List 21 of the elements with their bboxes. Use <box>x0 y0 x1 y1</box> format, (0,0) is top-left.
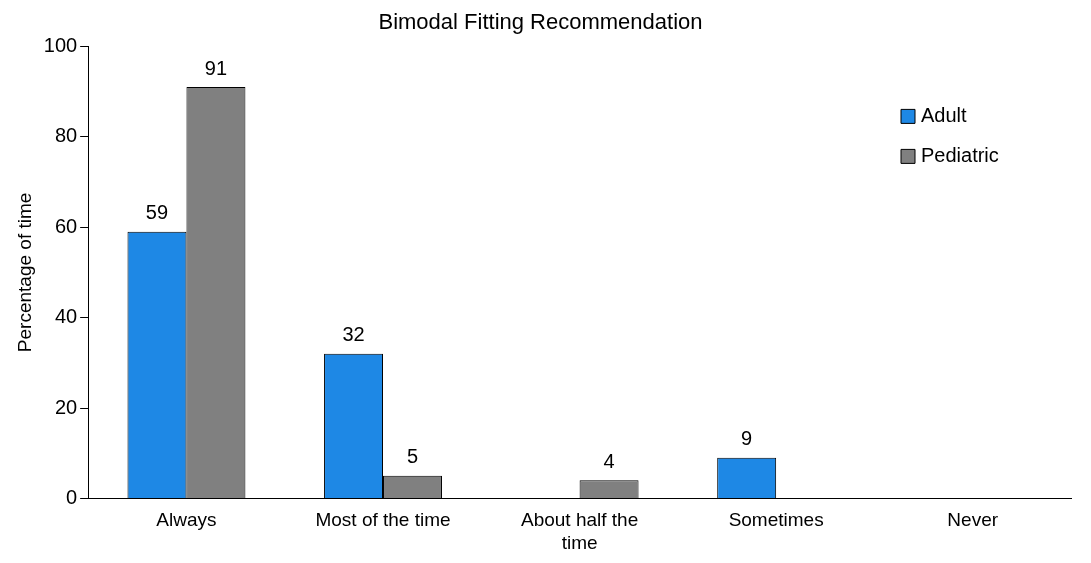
x-tick-label: Never <box>947 509 999 531</box>
y-tick-label: 20 <box>54 395 78 418</box>
x-tick-label: Most of the time <box>315 509 451 531</box>
data-label: 4 <box>603 449 615 472</box>
legend-label: Pediatric <box>921 143 999 166</box>
x-tick-label: Sometimes <box>728 509 824 531</box>
legend-label: Adult <box>921 103 968 126</box>
y-tick-label: 0 <box>66 485 78 508</box>
data-label: 59 <box>145 201 169 224</box>
y-tick-label: 60 <box>54 214 78 237</box>
data-label: 5 <box>406 445 419 468</box>
data-label: 32 <box>342 323 365 346</box>
y-tick-label: 40 <box>54 305 78 328</box>
x-tick-label: About half the time <box>520 509 639 553</box>
y-tick-label: 80 <box>54 124 78 147</box>
data-label: 9 <box>741 427 753 450</box>
data-label: 91 <box>204 56 228 79</box>
chart-title: Bimodal Fitting Recommendation <box>378 9 703 35</box>
x-tick-label: Always <box>156 509 217 531</box>
y-axis-title: Percentage of time <box>13 192 35 353</box>
y-tick-label: 100 <box>43 33 78 56</box>
